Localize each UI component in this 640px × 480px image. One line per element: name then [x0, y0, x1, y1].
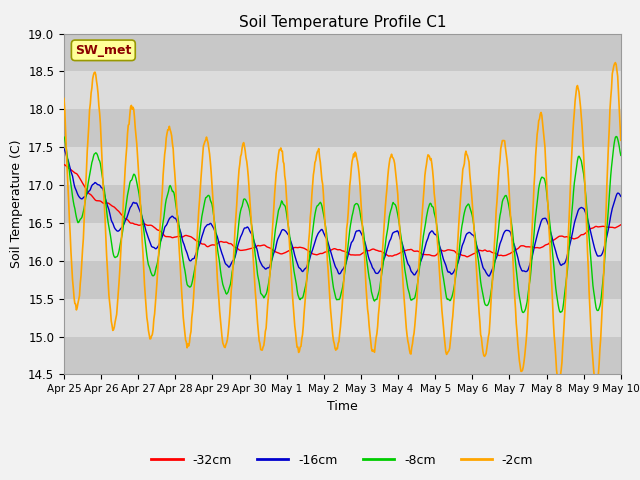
Bar [64, 72, 621, 109]
Bar [64, 147, 621, 185]
Bar [64, 299, 621, 336]
Y-axis label: Soil Temperature (C): Soil Temperature (C) [10, 140, 22, 268]
Bar [64, 336, 621, 374]
Bar [64, 261, 621, 299]
Bar [64, 109, 621, 147]
Title: Soil Temperature Profile C1: Soil Temperature Profile C1 [239, 15, 446, 30]
Legend: -32cm, -16cm, -8cm, -2cm: -32cm, -16cm, -8cm, -2cm [147, 449, 538, 472]
Text: SW_met: SW_met [75, 44, 131, 57]
Bar [64, 223, 621, 261]
Bar [64, 185, 621, 223]
X-axis label: Time: Time [327, 400, 358, 413]
Bar [64, 34, 621, 72]
